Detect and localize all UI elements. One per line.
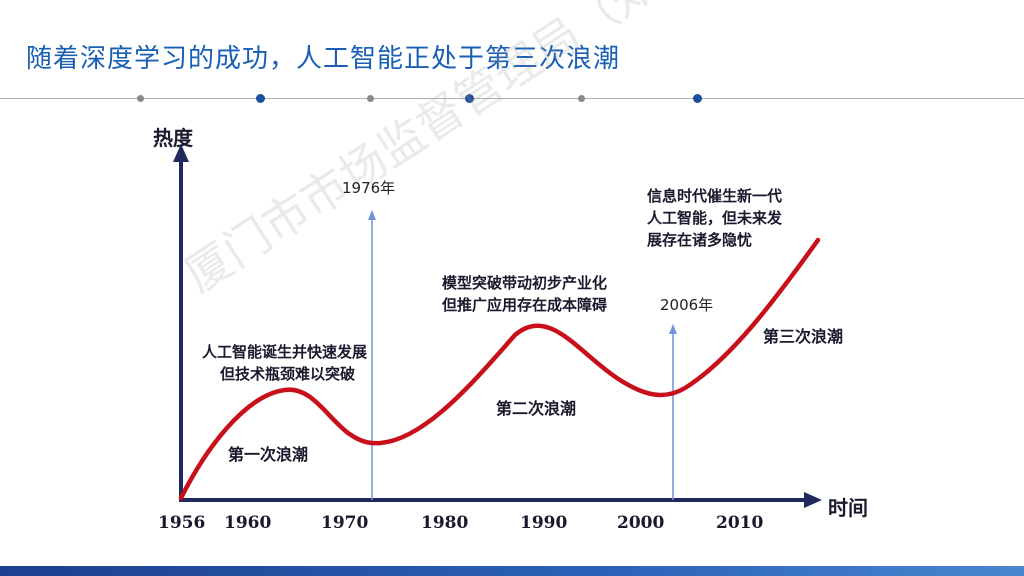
first-wave-label: 第一次浪潮: [228, 445, 309, 464]
note-line: 信息时代催生新一代: [647, 187, 783, 205]
year-label: 1956: [158, 513, 206, 533]
footer-bar: [0, 566, 1024, 576]
marker-arrow-1976: [368, 210, 376, 220]
year-label: 1970: [321, 513, 369, 533]
divider-dot: [367, 95, 374, 102]
page-title: 随着深度学习的成功，人工智能正处于第三次浪潮: [26, 44, 621, 74]
third-wave-label: 第三次浪潮: [763, 327, 844, 346]
note-line: 但技术瓶颈难以突破: [220, 365, 356, 383]
divider-dot: [465, 94, 474, 103]
divider-dot: [693, 94, 702, 103]
marker-label-2006: 2006年: [660, 296, 714, 314]
divider-dot: [578, 95, 585, 102]
third-wave-note: 信息时代催生新一代 人工智能，但未来发 展存在诸多隐忧: [647, 185, 782, 251]
year-label: 2010: [716, 513, 764, 533]
year-label: 1990: [520, 513, 568, 533]
divider-dot: [137, 95, 144, 102]
note-line: 但推广应用存在成本障碍: [442, 296, 608, 314]
note-line: 人工智能诞生并快速发展: [202, 343, 368, 361]
second-wave-note: 模型突破带动初步产业化 但推广应用存在成本障碍: [442, 272, 607, 316]
header-divider: [0, 98, 1024, 99]
x-axis-arrow: [804, 492, 822, 508]
year-label: 1960: [224, 513, 272, 533]
x-axis-label: 时间: [828, 496, 868, 520]
y-axis-label: 热度: [153, 126, 193, 150]
note-line: 展存在诸多隐忧: [647, 231, 753, 249]
marker-arrow-2006: [669, 324, 677, 334]
year-label: 2000: [617, 513, 665, 533]
note-line: 人工智能，但未来发: [647, 209, 783, 227]
year-label: 1980: [421, 513, 469, 533]
note-line: 模型突破带动初步产业化: [442, 274, 608, 292]
second-wave-label: 第二次浪潮: [496, 399, 577, 418]
marker-label-1976: 1976年: [342, 179, 396, 197]
first-wave-note: 人工智能诞生并快速发展 但技术瓶颈难以突破: [202, 341, 367, 385]
heat-curve: [178, 237, 821, 501]
y-axis-arrow: [173, 144, 189, 162]
divider-dot: [256, 94, 265, 103]
